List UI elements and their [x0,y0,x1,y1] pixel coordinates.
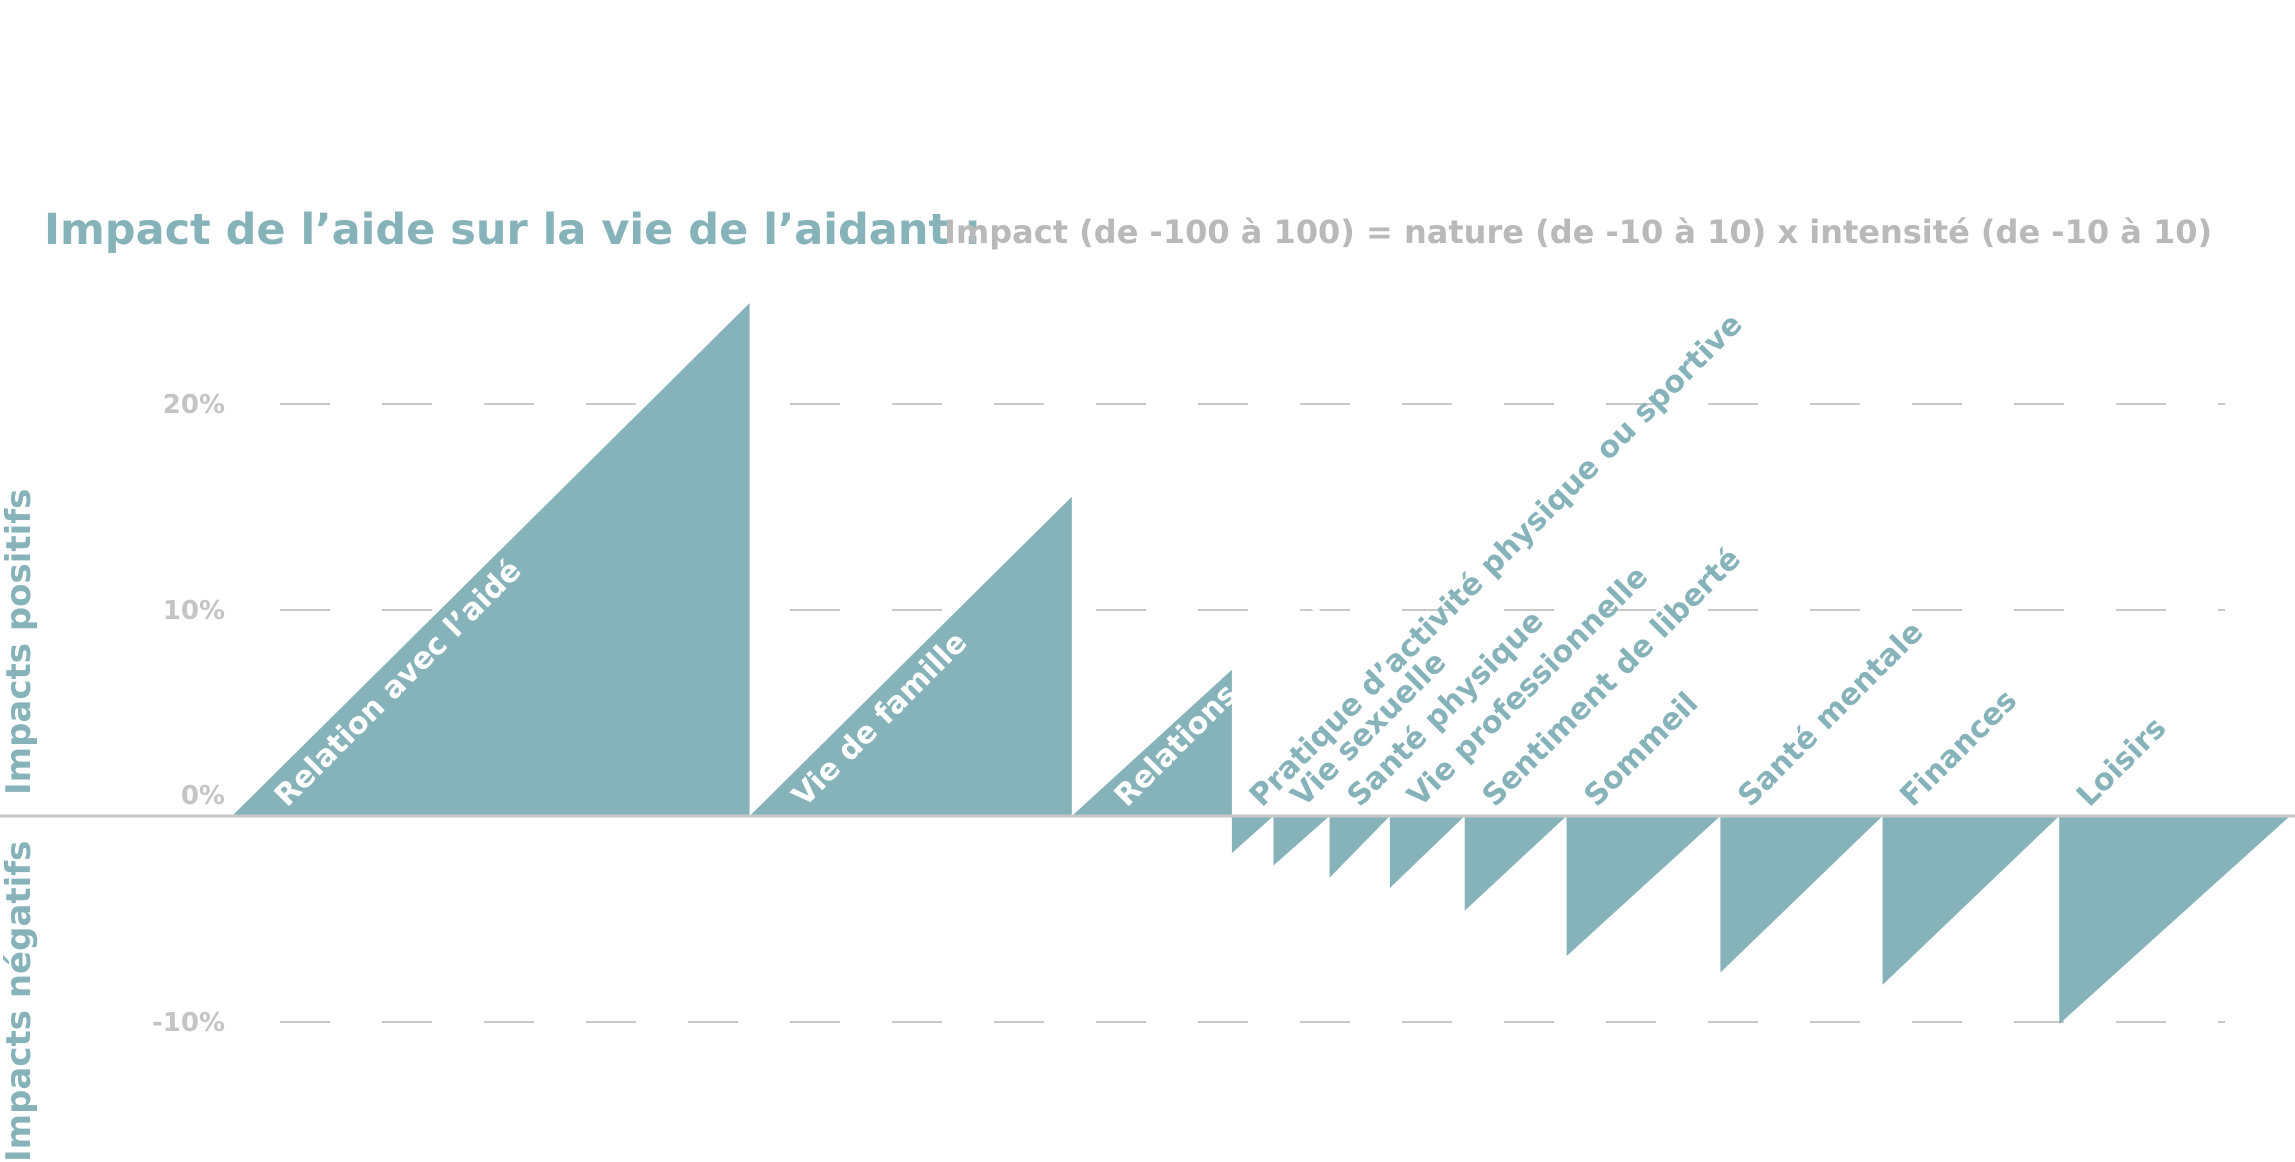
bar [1566,816,1721,957]
bar [1882,816,2060,985]
bar [1720,816,1883,973]
y-label-negative: Impacts négatifs [0,841,39,1162]
bar [1329,816,1390,878]
bar [2059,816,2290,1025]
y-tick-label: 0% [181,781,225,811]
bars [232,303,2290,1025]
category-label: Loisirs [2070,711,2173,814]
y-tick-label: -10% [152,1008,225,1038]
y-label-positive: Impacts positifs [0,489,39,795]
bar [1273,816,1330,866]
bar [749,496,1072,816]
chart-subtitle: Impact (de -100 à 100) = nature (de -10 … [944,213,2212,251]
chart-title: Impact de l’aide sur la vie de l’aidant … [44,205,981,255]
y-tick-labels: 20% 10% 0% -10% [152,390,225,1038]
bar [1231,816,1274,854]
y-tick-label: 10% [163,596,225,626]
bar [1464,816,1567,911]
bar [1071,669,1232,816]
bar [1389,816,1465,889]
category-label: Finances [1893,683,2024,814]
y-tick-label: 20% [163,390,225,420]
bar [232,303,750,816]
